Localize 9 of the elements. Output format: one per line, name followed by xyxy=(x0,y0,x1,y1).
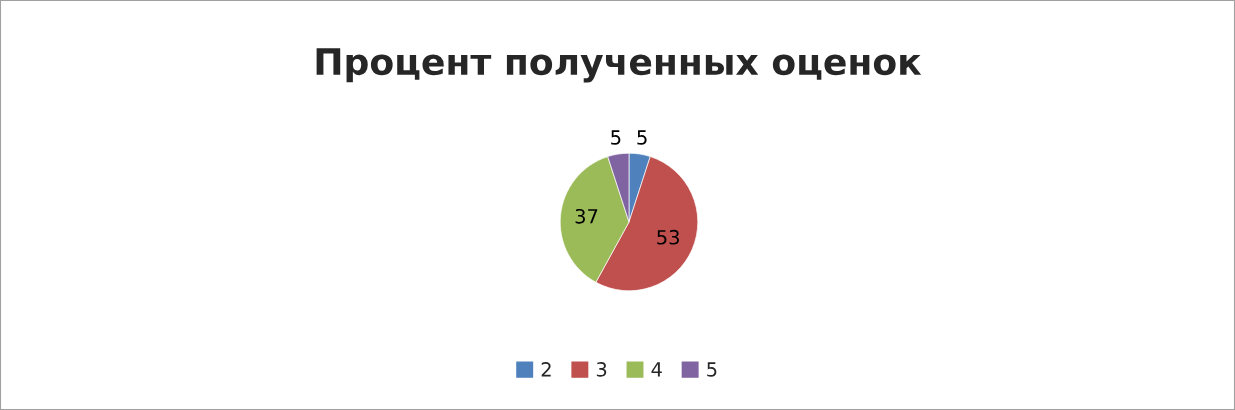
data-label: 37 xyxy=(575,208,598,224)
legend-label: 5 xyxy=(707,362,717,377)
legend-label: 4 xyxy=(651,362,662,377)
data-label: 5 xyxy=(637,130,647,145)
legend-label: 2 xyxy=(541,362,551,377)
chart-title: Процент полученных оценок xyxy=(316,48,922,83)
data-label: 5 xyxy=(611,130,621,145)
data-label: 53 xyxy=(657,229,679,245)
legend-label: 3 xyxy=(596,362,607,377)
